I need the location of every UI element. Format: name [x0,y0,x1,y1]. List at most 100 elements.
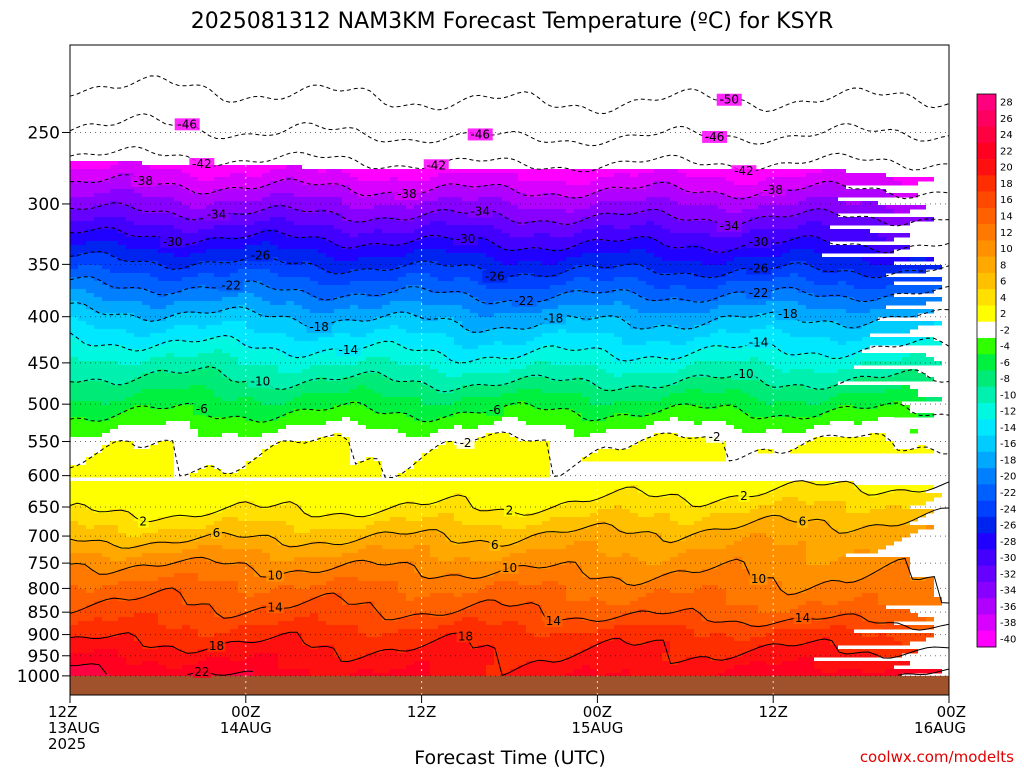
field-cell [782,369,790,374]
field-cell [430,221,446,226]
field-cell [278,349,326,354]
field-cell [726,449,758,454]
contour-line [69,75,950,115]
field-cell [198,429,278,434]
field-cell [70,373,142,378]
field-cell [438,349,534,354]
field-cell [606,369,678,374]
field-cell [438,557,454,562]
field-cell [534,325,630,330]
field-cell [70,377,134,382]
field-cell [214,609,254,614]
field-cell [878,597,942,602]
field-cell [822,401,894,406]
field-cell [406,273,430,278]
field-cell [694,273,726,278]
field-cell [830,409,910,414]
contour-label: -26 [251,248,271,262]
field-cell [358,657,494,662]
field-cell [838,393,918,398]
field-cell [318,249,414,254]
field-cell [94,601,182,606]
field-cell [278,417,342,422]
field-cell [366,333,446,338]
field-cell [70,245,126,250]
contour-label: 2 [139,515,147,529]
colorbar-swatch [977,94,996,111]
field-cell [366,633,382,638]
field-cell [838,481,854,486]
field-cell [534,361,550,366]
colorbar-label: -36 [1000,602,1016,613]
field-cell [238,589,270,594]
field-cell [126,217,190,222]
field-cell [838,269,854,274]
field-cell [270,269,326,274]
field-cell [222,469,238,474]
field-cell [94,293,158,298]
field-cell [70,549,182,554]
field-cell [166,237,206,242]
field-cell [846,201,862,206]
field-cell [110,253,174,258]
field-cell [550,517,670,522]
field-cell [454,389,518,394]
field-cell [422,457,550,462]
colorbar-swatch [977,272,996,290]
colorbar-swatch [977,207,996,225]
field-cell [118,653,254,658]
field-cell [222,517,238,522]
field-cell [526,525,590,530]
field-cell [678,433,870,438]
field-cell [510,509,542,514]
field-cell [94,217,126,222]
field-cell [774,489,862,494]
field-cell [70,257,118,262]
field-cell [366,385,430,390]
field-cell [734,269,822,274]
field-cell [286,205,350,210]
field-cell [806,197,838,202]
field-cell [70,525,86,530]
field-cell [430,673,486,678]
field-cell [70,481,790,486]
contour-label: -22 [514,294,534,308]
field-cell [470,329,486,334]
field-cell [350,513,374,518]
field-cell [294,221,430,226]
field-cell [158,529,294,534]
field-cell [206,205,270,210]
field-cell [670,245,686,250]
field-cell [222,641,302,646]
field-cell [582,457,726,462]
field-cell [198,405,334,410]
field-cell [670,645,758,650]
field-cell [782,265,814,270]
field-cell [702,389,726,394]
colorbar-label: -20 [1000,472,1016,483]
field-cell [694,521,750,526]
field-cell [702,517,758,522]
field-cell [910,353,926,358]
field-cell [438,185,470,190]
field-cell [174,301,270,306]
field-cell [310,597,342,602]
field-cell [110,417,246,422]
colorbar-swatch [977,614,996,632]
field-cell [190,421,326,426]
field-cell [94,453,174,458]
field-cell [70,485,630,490]
field-cell [822,617,862,622]
field-cell [534,533,662,538]
field-cell [390,669,430,674]
field-cell [382,545,414,550]
field-cell [246,417,278,422]
field-cell [870,245,910,250]
field-cell [654,577,774,582]
field-cell [774,325,846,330]
field-cell [486,329,558,334]
field-cell [302,641,430,646]
field-cell [774,501,806,506]
field-cell [190,173,230,178]
field-cell [70,285,110,290]
